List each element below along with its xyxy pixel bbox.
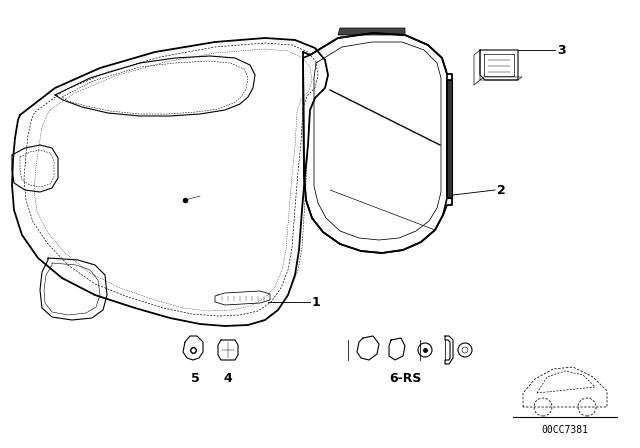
- Text: 6-RS: 6-RS: [389, 372, 421, 385]
- Text: 5: 5: [191, 372, 200, 385]
- Polygon shape: [447, 80, 452, 198]
- Text: 1: 1: [312, 296, 321, 309]
- Text: 2: 2: [497, 184, 506, 197]
- Text: 00CC7381: 00CC7381: [541, 425, 589, 435]
- Text: 3: 3: [557, 43, 566, 56]
- Polygon shape: [338, 28, 405, 35]
- Text: 4: 4: [223, 372, 232, 385]
